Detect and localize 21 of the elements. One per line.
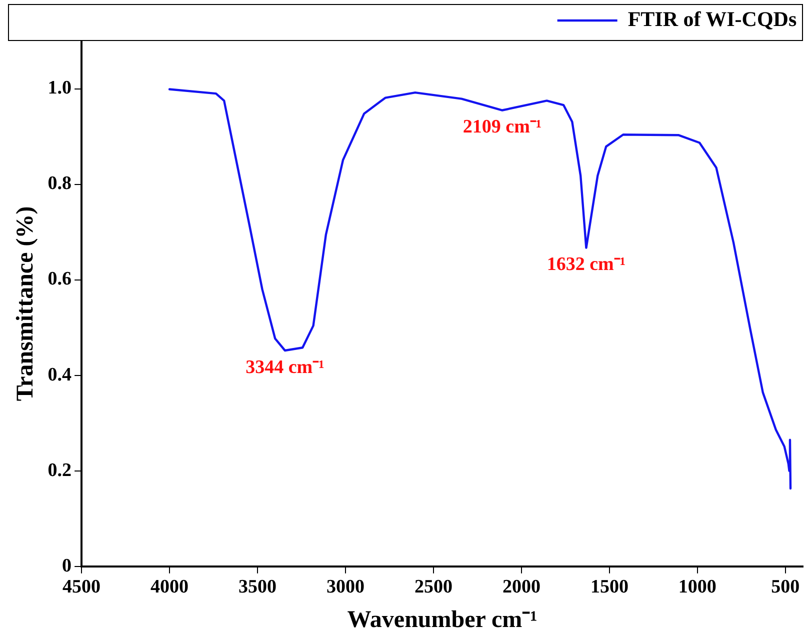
- x-axis-title: Wavenumber cm⁻¹: [347, 606, 538, 633]
- y-tick-label: 0.8: [48, 173, 72, 194]
- y-tick-label: 0.2: [48, 460, 72, 481]
- legend-label: FTIR of WI-CQDs: [628, 6, 797, 31]
- x-tick-label: 2500: [414, 576, 452, 598]
- x-tick-label: 1500: [590, 576, 628, 598]
- annotation: 3344 cm⁻¹: [246, 356, 324, 378]
- x-tick-label: 1000: [678, 576, 716, 598]
- annotation: 2109 cm⁻¹: [462, 116, 542, 138]
- x-tick-label: 500: [771, 576, 800, 598]
- x-tick-label: 4500: [62, 576, 101, 598]
- y-tick-label: 1.0: [48, 78, 72, 99]
- x-tick-label: 4000: [150, 576, 189, 598]
- y-tick-label: 0.6: [48, 268, 72, 290]
- y-axis-title: Transmittance (%): [12, 206, 39, 402]
- x-tick-label: 3500: [238, 576, 277, 598]
- annotation: 1632 cm⁻¹: [546, 254, 626, 276]
- y-tick-label: 0.4: [48, 364, 72, 386]
- y-tick-label: 0: [62, 555, 72, 576]
- x-tick-label: 3000: [326, 576, 364, 598]
- x-tick-label: 2000: [502, 576, 540, 598]
